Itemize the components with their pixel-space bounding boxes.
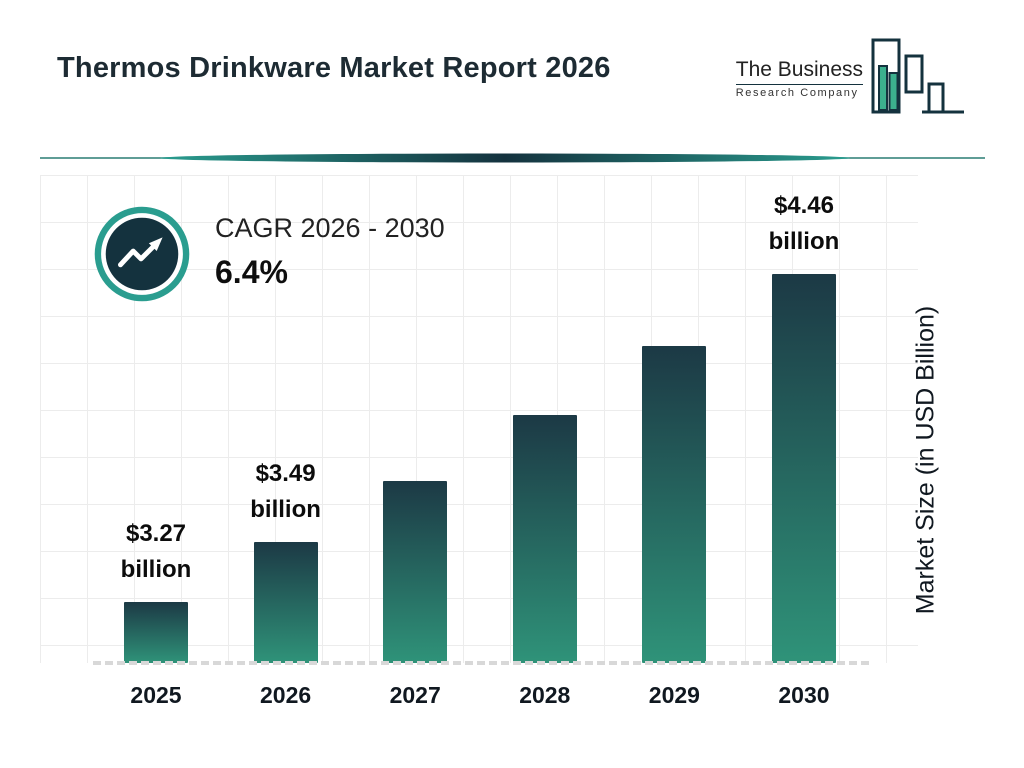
bar-value-label: $3.49 billion xyxy=(250,460,321,523)
divider-line xyxy=(40,153,985,163)
x-axis-tick-label: 2030 xyxy=(778,682,830,708)
bar-group-2028: 2028 xyxy=(484,175,606,708)
cagr-block: CAGR 2026 - 2030 6.4% xyxy=(93,205,445,303)
bar-2026 xyxy=(253,542,318,663)
bar-2025 xyxy=(124,602,188,663)
logo-bars-icon xyxy=(871,38,964,114)
x-axis-tick-label: 2025 xyxy=(130,682,182,708)
cagr-label: CAGR 2026 - 2030 xyxy=(215,213,445,243)
bar-2030 xyxy=(771,274,836,663)
x-axis-tick-label: 2029 xyxy=(648,682,700,708)
company-logo-text: The Business Research Company xyxy=(735,58,863,99)
growth-arrow-icon xyxy=(94,206,190,302)
bar-group-2026: $3.49 billion 2026 xyxy=(225,175,347,708)
bar-2028 xyxy=(512,415,577,663)
bar-group-2025: $3.27 billion 2025 xyxy=(95,175,217,708)
bar-group-2030: $4.46 billion 2030 xyxy=(743,175,865,708)
bar-group-2029: 2029 xyxy=(613,175,735,708)
company-logo: The Business Research Company xyxy=(735,38,966,118)
bar-value-label: $4.46 billion xyxy=(768,192,840,255)
bar-2027 xyxy=(383,481,448,663)
cagr-text: CAGR 2026 - 2030 6.4% xyxy=(215,205,445,291)
cagr-value: 6.4% xyxy=(215,254,288,290)
x-axis-baseline xyxy=(93,661,869,665)
bar-value-label: $3.27 billion xyxy=(120,520,192,583)
x-axis-tick-label: 2028 xyxy=(519,682,571,708)
logo-subname: Research Company xyxy=(735,86,859,99)
page-title: Thermos Drinkware Market Report 2026 xyxy=(57,52,611,84)
bar-group-2027: 2027 xyxy=(354,175,476,708)
x-axis-tick-label: 2027 xyxy=(389,682,441,708)
y-axis-label: Market Size (in USD Billion) xyxy=(911,305,940,615)
bar-chart: $3.27 billion 2025 $3.49 billion 2026 2027 2028… xyxy=(95,175,865,708)
logo-name: The Business xyxy=(735,58,863,85)
x-axis-tick-label: 2026 xyxy=(260,682,312,708)
bar-2029 xyxy=(642,346,707,663)
